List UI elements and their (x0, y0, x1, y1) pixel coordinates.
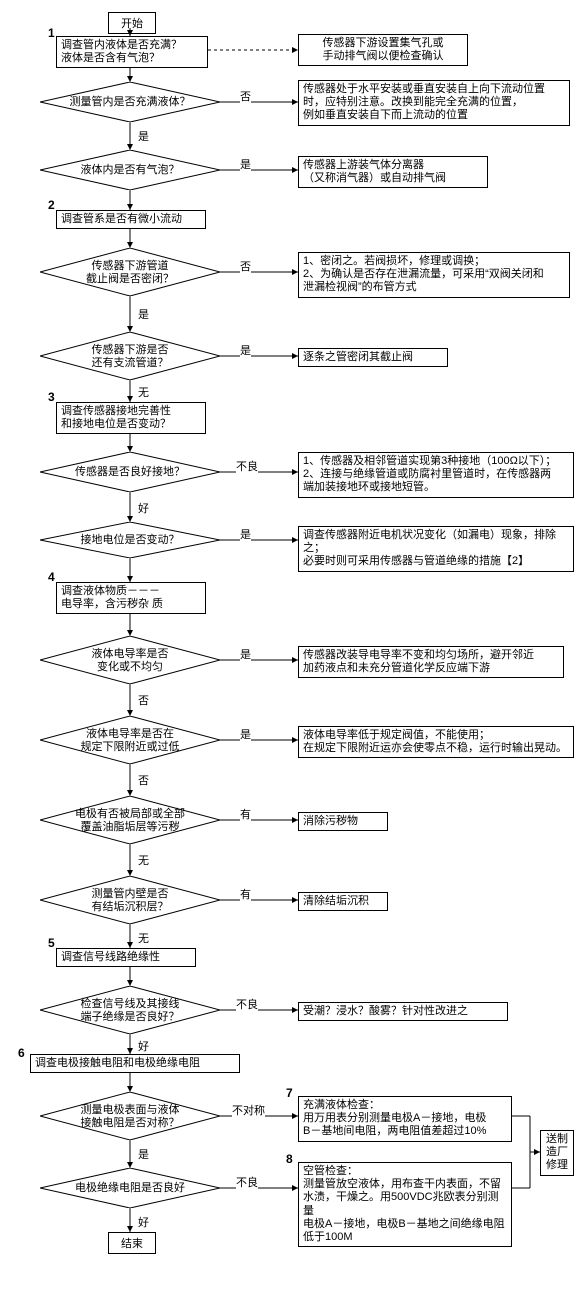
action-a4: 逐条之管密闭其截止阀 (298, 348, 448, 367)
action-a10: 清除结垢沉积 (298, 892, 388, 911)
label-d4-yes: 是 (240, 342, 251, 358)
label-d11-bad: 不良 (236, 996, 258, 1012)
section-3-header: 调查传感器接地完善性 和接地电位是否变动？ (56, 402, 206, 434)
action-a14: 送制 造厂 修理 (540, 1130, 574, 1176)
terminal-start: 开始 (108, 12, 156, 34)
action-a5: 1、传感器及相邻管道实现第3种接地（100Ω以下）； 2、连接与绝缘管道或防腐衬… (298, 452, 574, 498)
label-d6-yes: 是 (240, 526, 251, 542)
label-d10-wu: 无 (138, 930, 149, 946)
action-a8: 液体电导率低于规定阀值，不能使用； 在规定下限附近运亦会使零点不稳，运行时输出晃… (298, 726, 574, 758)
action-a13: 空管检查： 测量管放空液体，用布查干内表面，不留 水渍，干燥之。用500VDC兆… (298, 1162, 512, 1247)
diamond-d6: 接地电位是否变动？ (40, 522, 220, 558)
label-d5-good: 好 (138, 500, 149, 516)
diamond-d12: 测量电极表面与液体 接触电阻是否对称？ (40, 1092, 220, 1140)
action-a11: 受潮？浸水？酸雾？针对性改进之 (298, 1002, 508, 1021)
label-d7-no: 否 (138, 692, 149, 708)
section-5-num: 5 (48, 936, 55, 950)
diamond-d8: 液体电导率是否在 规定下限附近或过低 (40, 716, 220, 764)
section-2-num: 2 (48, 198, 55, 212)
section-4-num: 4 (48, 570, 55, 584)
label-d9-wu: 无 (138, 852, 149, 868)
section-1-header: 调查管内液体是否充满？ 液体是否含有气泡？ (56, 36, 208, 68)
label-d7-yes: 是 (240, 646, 251, 662)
label-d12-yes: 是 (138, 1146, 149, 1162)
label-d3-yes: 是 (138, 306, 149, 322)
section-6-header: 调查电极接触电阻和电极绝缘电阻 (30, 1054, 240, 1073)
label-d8-yes: 是 (240, 726, 251, 742)
section-6-num: 6 (18, 1046, 25, 1060)
label-d4-wu: 无 (138, 384, 149, 400)
section-3-num: 3 (48, 390, 55, 404)
diamond-d7: 液体电导率是否 变化或不均匀 (40, 636, 220, 684)
label-d9-you: 有 (240, 806, 251, 822)
label-d10-you: 有 (240, 886, 251, 902)
diamond-d10: 测量管内壁是否 有结垢沉积层？ (40, 876, 220, 924)
label-d1-no: 否 (240, 88, 251, 104)
diamond-d4: 传感器下游是否 还有支流管道？ (40, 332, 220, 380)
diamond-d2: 液体内是否有气泡？ (40, 150, 220, 190)
action-a2: 传感器上游装气体分离器 （又称消气器）或自动排气阀 (298, 156, 488, 188)
label-d5-bad: 不良 (236, 458, 258, 474)
section-2-header: 调查管系是否有微小流动 (56, 210, 206, 229)
diamond-d13: 电极绝缘电阻是否良好 (40, 1168, 220, 1208)
diamond-d3: 传感器下游管道 截止阀是否密闭？ (40, 248, 220, 296)
start-label: 开始 (121, 18, 143, 30)
section-4-header: 调查液体物质－－－ 电导率，含污秽杂 质 (56, 582, 206, 614)
a12-num: 7 (286, 1086, 293, 1100)
section-1-num: 1 (48, 26, 55, 40)
action-a12: 充满液体检查： 用万用表分别测量电极A－接地，电极 B－基地间电阻，两电阻值差超… (298, 1096, 512, 1142)
flowchart-root: 开始 1 调查管内液体是否充满？ 液体是否含有气泡？ 传感器下游设置集气孔或 手… (10, 10, 576, 1280)
a13-num: 8 (286, 1152, 293, 1166)
label-d12-asym: 不对称 (232, 1102, 265, 1118)
section-5-header: 调查信号线路绝缘性 (56, 948, 196, 967)
diamond-d1: 测量管内是否充满液体？ (40, 82, 220, 122)
action-a9: 消除污秽物 (298, 812, 388, 831)
label-d1-yes: 是 (138, 128, 149, 144)
action-a6: 调查传感器附近电机状况变化（如漏电）现象，排除之； 必要时则可采用传感器与管道绝… (298, 526, 574, 572)
action-a3: 1、密闭之。若阀损坏，修理或调换； 2、为确认是否存在泄漏流量，可采用“双阀关闭… (298, 252, 570, 298)
diamond-d11: 检查信号线及其接线 端子绝缘是否良好？ (40, 986, 220, 1034)
end-label: 结束 (121, 1238, 143, 1250)
terminal-end: 结束 (108, 1232, 156, 1254)
label-d13-bad: 不良 (236, 1174, 258, 1190)
diamond-d9: 电极有否被局部或全部 覆盖油脂垢层等污秽 (40, 796, 220, 844)
action-a7: 传感器改装导电导率不变和均匀场所，避开邻近 加药液点和未充分管道化学反应端下游 (298, 646, 564, 678)
label-d13-good: 好 (138, 1214, 149, 1230)
action-a0: 传感器下游设置集气孔或 手动排气阀以便检查确认 (298, 34, 468, 66)
label-d8-no: 否 (138, 772, 149, 788)
label-d3-no: 否 (240, 258, 251, 274)
label-d2-yes: 是 (240, 156, 251, 172)
label-d11-good: 好 (138, 1038, 149, 1054)
action-a1: 传感器处于水平安装或垂直安装自上向下流动位置 时，应特别注意。改换到能完全充满的… (298, 80, 570, 126)
diamond-d5: 传感器是否良好接地？ (40, 452, 220, 492)
